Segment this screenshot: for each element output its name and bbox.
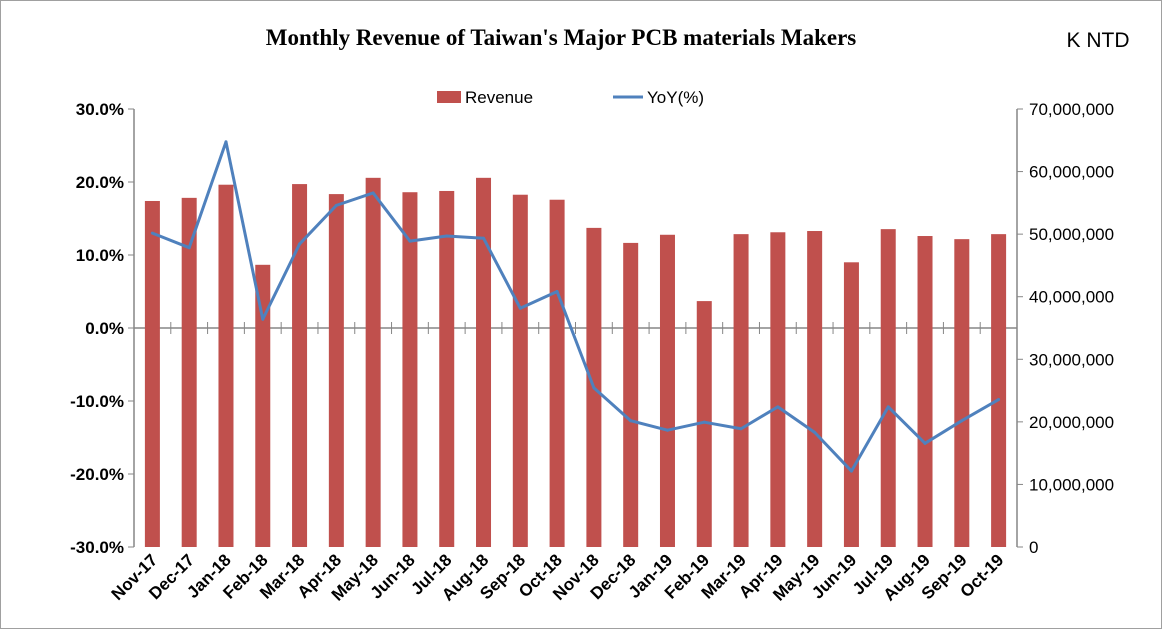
yoy-point (482, 236, 486, 240)
yoy-point (445, 234, 449, 238)
yoy-point (629, 419, 633, 423)
yoy-point (518, 306, 522, 310)
revenue-bar (880, 229, 896, 547)
revenue-bar (144, 200, 160, 548)
left-tick-label: -10.0% (70, 392, 124, 411)
right-tick-label: 70,000,000 (1029, 100, 1114, 119)
revenue-bar (512, 194, 528, 548)
revenue-bar (328, 194, 344, 547)
revenue-bar (659, 234, 675, 548)
right-tick-label: 20,000,000 (1029, 413, 1114, 432)
right-tick-label: 40,000,000 (1029, 288, 1114, 307)
right-tick-label: 10,000,000 (1029, 475, 1114, 494)
yoy-point (224, 140, 228, 144)
chart-title: Monthly Revenue of Taiwan's Major PCB ma… (266, 25, 857, 50)
revenue-bar (476, 177, 492, 548)
yoy-point (592, 386, 596, 390)
legend-revenue-swatch (437, 91, 461, 103)
yoy-point (813, 430, 817, 434)
revenue-bar (623, 242, 639, 547)
legend-yoy-label: YoY(%) (647, 88, 704, 107)
right-tick-label: 60,000,000 (1029, 163, 1114, 182)
yoy-point (371, 191, 375, 195)
yoy-point (334, 203, 338, 207)
revenue-bar (696, 301, 712, 547)
left-tick-label: -20.0% (70, 465, 124, 484)
revenue-bar (181, 197, 197, 547)
legend-revenue-label: Revenue (465, 88, 533, 107)
yoy-point (997, 398, 1001, 402)
yoy-point (150, 231, 154, 235)
revenue-bar (439, 190, 455, 547)
yoy-point (776, 405, 780, 409)
yoy-point (298, 242, 302, 246)
right-tick-label: 0 (1029, 538, 1038, 557)
revenue-bar (218, 184, 234, 547)
left-tick-label: 10.0% (76, 246, 124, 265)
yoy-point (849, 469, 853, 473)
revenue-bar (733, 234, 749, 547)
yoy-point (555, 290, 559, 293)
yoy-point (702, 420, 706, 424)
revenue-bar (365, 177, 381, 548)
right-tick-label: 50,000,000 (1029, 225, 1114, 244)
revenue-bar (954, 239, 970, 548)
yoy-point (408, 239, 412, 243)
revenue-bar (402, 192, 418, 547)
yoy-point (261, 317, 265, 321)
yoy-line (151, 140, 1000, 473)
yoy-point (665, 428, 669, 432)
revenue-bar (255, 264, 271, 547)
left-tick-label: 20.0% (76, 173, 124, 192)
left-tick-label: -30.0% (70, 538, 124, 557)
revenue-bar (770, 232, 786, 547)
right-tick-label: 30,000,000 (1029, 350, 1114, 369)
yoy-point (886, 405, 890, 409)
unit-label: K NTD (1067, 29, 1130, 52)
revenue-bar (292, 184, 308, 548)
revenue-bar (991, 234, 1007, 547)
yoy-point (923, 441, 927, 445)
revenue-bar (807, 231, 823, 547)
revenue-bar (549, 199, 565, 547)
yoy-point (960, 419, 964, 423)
legend: Revenue YoY(%) (437, 88, 704, 107)
left-tick-label: 0.0% (85, 319, 124, 338)
left-tick-label: 30.0% (76, 100, 124, 119)
revenue-bar (917, 236, 933, 547)
yoy-point (739, 427, 743, 431)
yoy-point (187, 246, 191, 250)
revenue-bar (843, 262, 859, 547)
